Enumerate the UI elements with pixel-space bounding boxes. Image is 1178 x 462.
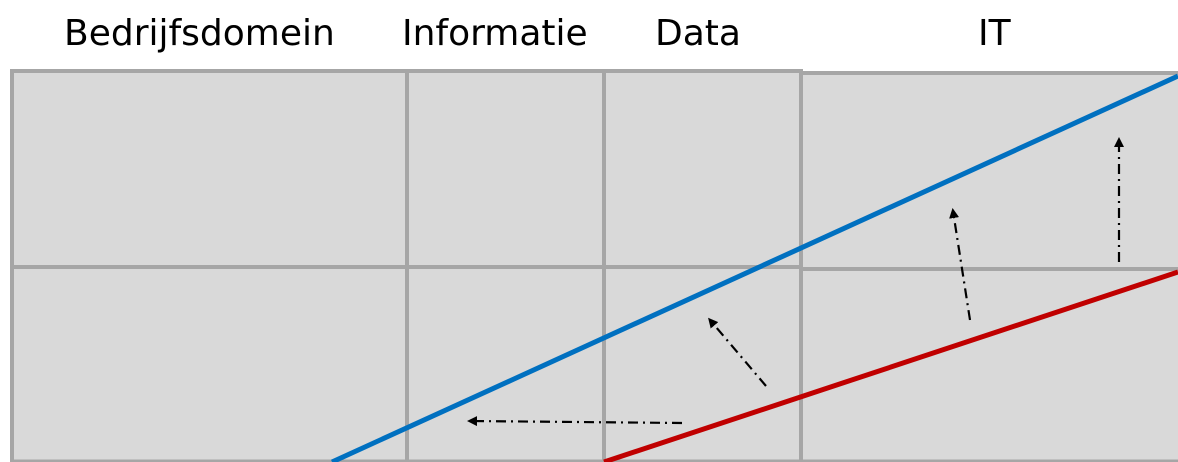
- red-diagonal-line: [603, 269, 1178, 462]
- header-bedrijfsdomein: Bedrijfsdomein: [64, 13, 335, 54]
- header-it: IT: [978, 13, 1011, 54]
- arrow-it-lower: [949, 208, 972, 321]
- arrow-to-informatie: [467, 416, 683, 427]
- blue-diagonal-line: [330, 73, 1178, 462]
- header-informatie: Informatie: [402, 13, 588, 54]
- arrow-to-data: [708, 317, 767, 387]
- header-data: Data: [655, 13, 741, 54]
- grid: [10, 69, 1178, 462]
